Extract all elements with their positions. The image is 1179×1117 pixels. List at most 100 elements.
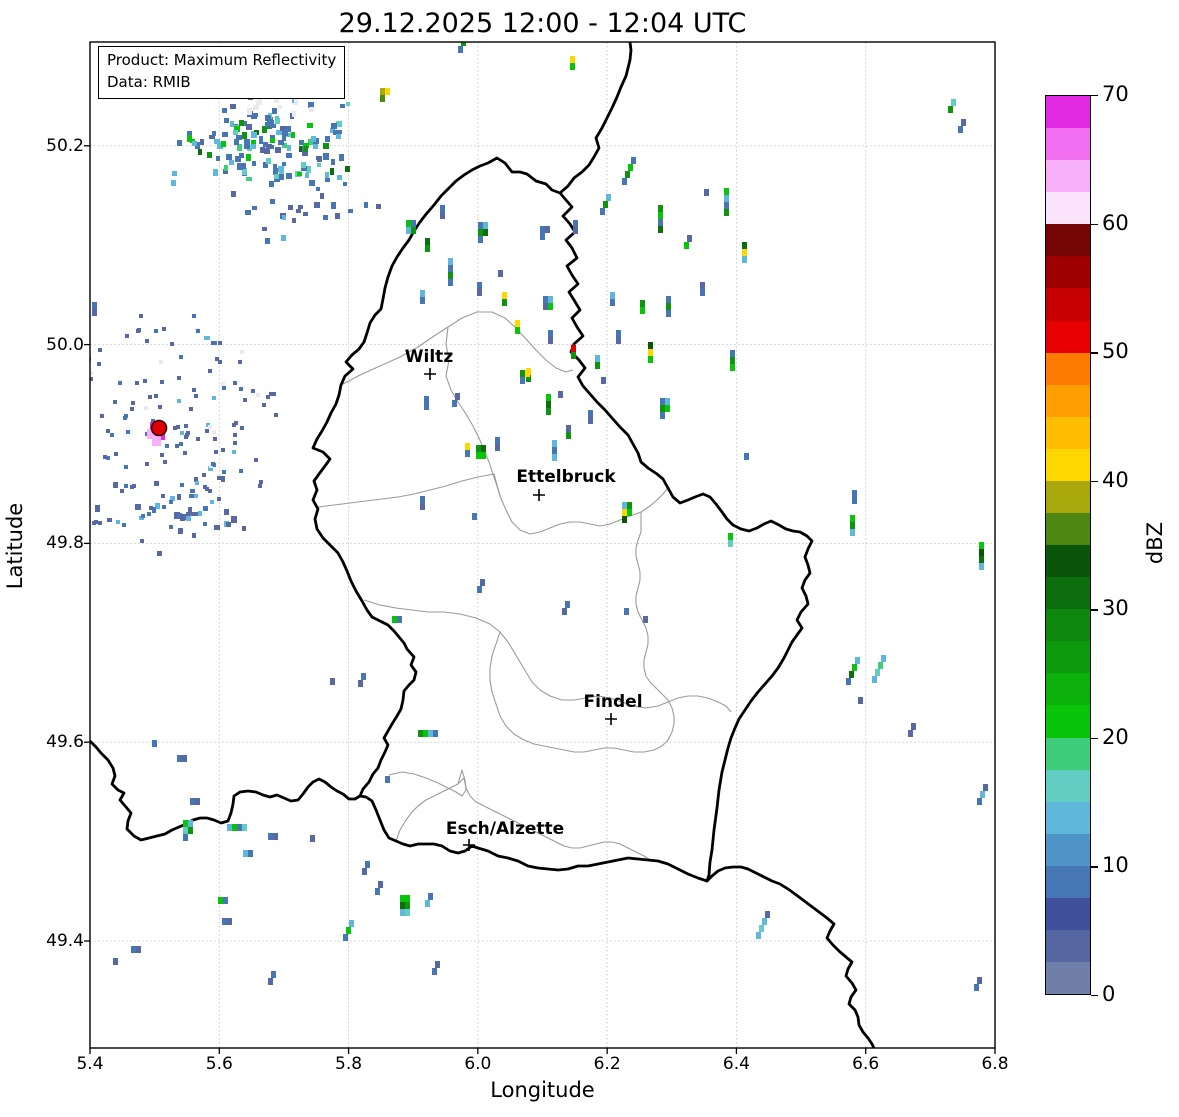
echo-cell bbox=[262, 403, 266, 407]
echo-cell bbox=[253, 113, 258, 117]
echo-cell bbox=[152, 507, 156, 513]
echo-cell bbox=[215, 357, 219, 361]
echo-cell bbox=[452, 400, 457, 407]
echo-cell bbox=[227, 918, 232, 925]
echo-cell bbox=[192, 533, 196, 538]
echo-cell bbox=[358, 680, 363, 687]
echo-cell bbox=[221, 382, 225, 386]
echo-cell bbox=[540, 233, 545, 240]
echo-cell bbox=[208, 466, 213, 471]
echo-cell bbox=[195, 142, 200, 149]
x-tick-label: 6.2 bbox=[593, 1054, 621, 1074]
echo-cell bbox=[724, 202, 729, 209]
echo-cell bbox=[348, 209, 353, 213]
echo-cell bbox=[476, 452, 481, 459]
echo-cell bbox=[478, 236, 483, 243]
colorbar-segment bbox=[1046, 833, 1090, 866]
echo-cell bbox=[221, 448, 225, 452]
echo-cell bbox=[217, 497, 221, 501]
echo-cell bbox=[472, 513, 477, 520]
echo-cell bbox=[273, 833, 278, 840]
echo-cell bbox=[179, 442, 183, 446]
echo-cell bbox=[728, 540, 733, 547]
echo-cell bbox=[213, 169, 218, 176]
echo-cell bbox=[141, 514, 145, 518]
echo-cell bbox=[573, 227, 578, 234]
echo-cell bbox=[425, 900, 430, 907]
echo-cell bbox=[316, 187, 320, 191]
echo-cell bbox=[548, 337, 553, 344]
echo-cell bbox=[744, 453, 749, 460]
echo-cell bbox=[207, 152, 212, 158]
y-tick-label: 49.8 bbox=[46, 533, 84, 554]
echo-cell bbox=[292, 111, 296, 117]
colorbar-tick-mark bbox=[1091, 223, 1098, 225]
echo-cell bbox=[140, 539, 144, 543]
echo-cell bbox=[237, 144, 242, 151]
echo-cell bbox=[881, 655, 886, 662]
echo-cell bbox=[237, 824, 242, 831]
colorbar-tick-mark bbox=[1091, 866, 1098, 868]
echo-cell bbox=[979, 563, 984, 570]
echo-cell bbox=[245, 210, 251, 215]
echo-cell bbox=[435, 961, 440, 968]
echo-cell bbox=[217, 142, 223, 149]
echo-cell bbox=[94, 520, 98, 524]
echo-cell bbox=[251, 132, 257, 138]
colorbar-tick-label: 30 bbox=[1102, 596, 1129, 621]
echo-cell bbox=[331, 123, 337, 129]
echo-cell bbox=[759, 925, 764, 932]
echo-cell bbox=[525, 370, 530, 377]
echo-cell bbox=[260, 147, 265, 153]
echo-cell bbox=[595, 355, 600, 362]
echo-cell bbox=[458, 46, 463, 53]
echo-cell bbox=[552, 454, 557, 461]
echo-cell bbox=[194, 494, 198, 498]
echo-cell bbox=[203, 506, 208, 511]
echo-cell bbox=[665, 405, 670, 412]
echo-cell bbox=[540, 226, 545, 233]
echo-cell bbox=[762, 918, 767, 925]
echo-cell bbox=[169, 500, 173, 504]
echo-cell bbox=[252, 206, 257, 210]
colorbar-tick-mark bbox=[1091, 609, 1098, 611]
district-border bbox=[388, 769, 467, 797]
echo-cell bbox=[107, 518, 112, 522]
colorbar-tick-label: 10 bbox=[1102, 853, 1129, 878]
echo-cell bbox=[189, 494, 195, 498]
echo-cell bbox=[246, 124, 252, 130]
echo-cell bbox=[307, 123, 313, 128]
echo-cell bbox=[212, 396, 216, 400]
echo-cell bbox=[331, 202, 336, 209]
echo-cell bbox=[502, 292, 507, 299]
echo-cell bbox=[648, 356, 653, 363]
echo-cell bbox=[151, 419, 155, 423]
echo-cell bbox=[269, 392, 273, 396]
echo-cell bbox=[230, 121, 234, 127]
echo-cell bbox=[218, 360, 222, 364]
echo-cell bbox=[162, 505, 166, 509]
echo-cell bbox=[983, 784, 988, 791]
country-border bbox=[311, 156, 814, 883]
echo-cell bbox=[291, 132, 295, 138]
echo-cell bbox=[212, 131, 216, 136]
colorbar-tick-label: 50 bbox=[1102, 339, 1129, 364]
echo-cell bbox=[610, 299, 615, 306]
echo-cell bbox=[648, 349, 653, 356]
colorbar-segment bbox=[1046, 480, 1090, 514]
echo-cell bbox=[251, 389, 255, 393]
echo-cell bbox=[400, 909, 405, 916]
echo-cell bbox=[294, 99, 298, 105]
colorbar-segment bbox=[1046, 128, 1090, 161]
colorbar-tick-mark bbox=[1091, 737, 1098, 740]
echo-cell bbox=[911, 723, 916, 730]
echo-cell bbox=[660, 405, 665, 412]
colorbar-segment bbox=[1046, 930, 1090, 963]
echo-cell bbox=[520, 370, 525, 377]
x-tick-label: 6.6 bbox=[852, 1054, 880, 1074]
echo-cell bbox=[977, 977, 982, 984]
colorbar-segment bbox=[1046, 801, 1090, 834]
echo-cell bbox=[275, 118, 280, 124]
figure-title: 29.12.2025 12:00 - 12:04 UTC bbox=[338, 8, 747, 39]
echo-cell bbox=[628, 164, 633, 171]
